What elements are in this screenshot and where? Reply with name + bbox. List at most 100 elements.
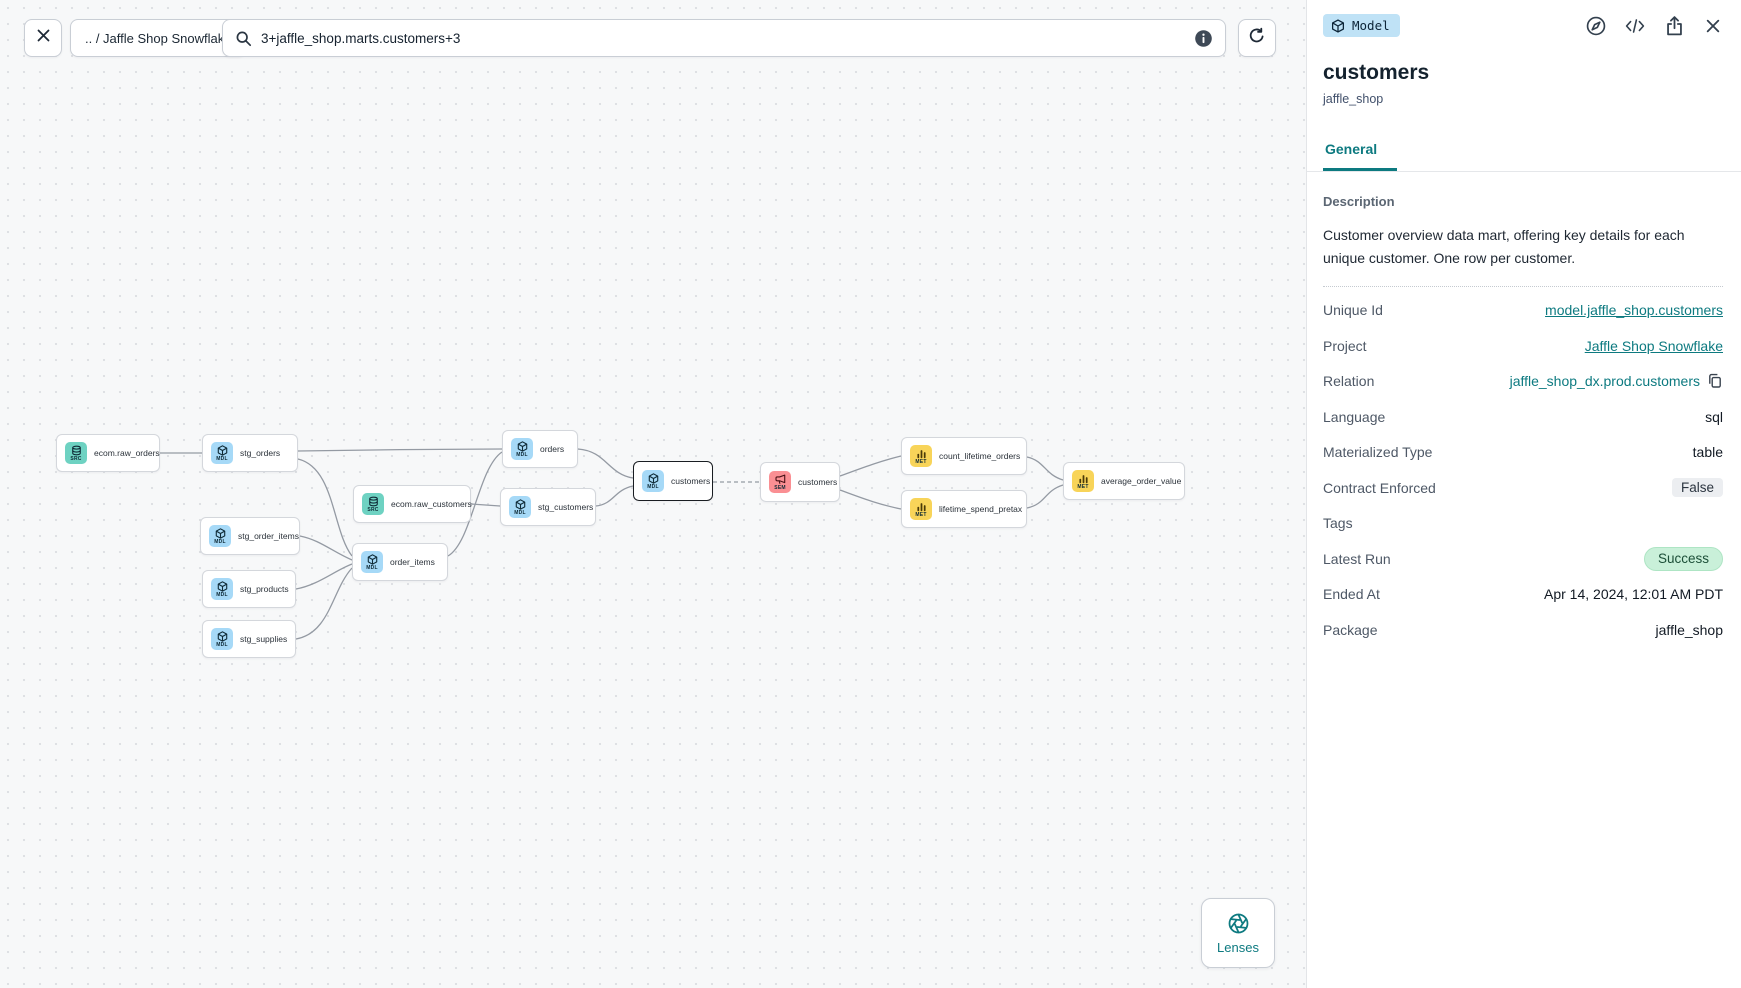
node-label: lifetime_spend_pretax [939,504,1023,514]
lineage-edge [577,448,634,479]
field-row: Tags [1323,505,1723,541]
node-label: stg_order_items [238,531,299,541]
compass-icon[interactable] [1586,16,1606,36]
refresh-button[interactable] [1238,19,1276,57]
mdl-node-icon: MDL [211,442,233,464]
field-value-link[interactable]: model.jaffle_shop.customers [1545,302,1723,319]
resource-type-label: Model [1352,18,1390,33]
node-label: order_items [390,557,435,567]
close-icon [36,28,51,48]
graph-node-average_order_value[interactable]: MET average_order_value [1063,462,1185,500]
lineage-canvas[interactable]: SRC ecom.raw_orders MDL stg_orders SRC ecom.r… [0,0,1306,988]
description-label: Description [1323,194,1395,209]
search-input[interactable] [261,30,1185,46]
share-icon[interactable] [1664,15,1684,36]
close-panel-icon[interactable] [1703,16,1723,36]
graph-node-customers_sem[interactable]: SEM customers [760,462,840,502]
src-node-icon: SRC [65,442,87,464]
met-node-icon: MET [1072,470,1094,492]
lenses-button[interactable]: Lenses [1201,898,1275,968]
graph-node-lifetime_spend_pretax[interactable]: MET lifetime_spend_pretax [901,490,1027,528]
lineage-edge [595,485,634,507]
met-node-icon: MET [910,498,932,520]
lineage-edge [295,567,353,640]
info-icon[interactable] [1194,29,1213,48]
node-label: orders [540,444,565,454]
field-list: Unique Id model.jaffle_shop.customers Proj… [1323,292,1723,647]
node-label: stg_products [240,584,289,594]
tab-general[interactable]: General [1323,132,1397,171]
refresh-icon [1248,27,1266,50]
search-icon [235,30,252,47]
status-badge: Success [1643,546,1723,571]
page-title: customers [1323,61,1430,84]
graph-node-orders[interactable]: MDL orders [502,430,578,468]
field-label: Package [1323,621,1378,638]
field-label: Latest Run [1323,550,1391,567]
field-label: Tags [1323,515,1353,532]
mdl-node-icon: MDL [511,438,533,460]
field-value: jaffle_shop_dx.prod.customers [1509,373,1700,390]
cube-icon [1331,18,1345,33]
graph-node-stg_supplies[interactable]: MDL stg_supplies [202,620,296,658]
field-row: Materialized Type table [1323,434,1723,470]
field-label: Contract Enforced [1323,479,1436,496]
field-row: Language sql [1323,399,1723,435]
sem-node-icon: SEM [769,471,791,493]
field-row: Contract Enforced False [1323,470,1723,506]
panel-header: Model [1307,0,1741,37]
field-value-copy: jaffle_shop_dx.prod.customers [1510,373,1723,389]
tab-bar: General [1307,132,1741,172]
field-row: Ended At Apr 14, 2024, 12:01 AM PDT [1323,576,1723,612]
code-icon[interactable] [1625,16,1645,36]
field-label: Materialized Type [1323,444,1433,461]
field-row: Latest Run Success [1323,541,1723,577]
field-row: Package jaffle_shop [1323,612,1723,648]
field-value-link[interactable]: Jaffle Shop Snowflake [1584,337,1723,354]
lineage-search-box[interactable] [222,19,1226,57]
graph-node-count_lifetime_orders[interactable]: MET count_lifetime_orders [901,437,1027,475]
graph-node-stg_orders[interactable]: MDL stg_orders [202,434,298,472]
lineage-edge [839,455,902,477]
graph-node-customers[interactable]: MDL customers [633,461,713,501]
field-label: Unique Id [1323,302,1383,319]
src-node-icon: SRC [362,493,384,515]
graph-node-ecom.raw_customers[interactable]: SRC ecom.raw_customers [353,485,472,523]
copy-icon[interactable] [1707,373,1723,389]
graph-node-ecom.raw_orders[interactable]: SRC ecom.raw_orders [56,434,160,472]
close-lineage-button[interactable] [24,19,62,57]
field-value: table [1692,444,1723,461]
breadcrumb[interactable]: .. / Jaffle Shop Snowflake [70,19,247,57]
mdl-node-icon: MDL [209,525,231,547]
description-text: Customer overview data mart, offering ke… [1323,227,1685,266]
graph-node-stg_customers[interactable]: MDL stg_customers [500,488,596,526]
package-subtitle: jaffle_shop [1323,92,1384,106]
node-label: customers [671,476,711,486]
node-label: stg_orders [240,448,281,458]
detail-panel: Model [1306,0,1741,988]
graph-node-stg_products[interactable]: MDL stg_products [202,570,296,608]
field-label: Ended At [1323,586,1380,603]
lineage-edge [1026,484,1064,509]
lineage-edge [299,535,353,561]
node-label: average_order_value [1101,476,1182,486]
graph-node-order_items[interactable]: MDL order_items [352,543,448,581]
status-badge: False [1671,478,1723,498]
node-label: stg_customers [538,502,594,512]
node-label: stg_supplies [240,634,288,644]
lineage-edge [297,448,503,452]
mdl-node-icon: MDL [361,551,383,573]
field-label: Project [1323,337,1367,354]
node-label: customers [798,477,838,487]
aperture-icon [1227,912,1250,935]
lineage-edge [470,503,501,507]
graph-node-stg_order_items[interactable]: MDL stg_order_items [200,517,300,555]
lenses-label: Lenses [1217,939,1259,955]
field-row: Unique Id model.jaffle_shop.customers [1323,292,1723,328]
lineage-edge [1026,456,1064,481]
lineage-edge [297,458,353,557]
panel-body: Description Customer overview data mart,… [1307,172,1741,647]
lineage-edge [839,489,902,510]
mdl-node-icon: MDL [211,578,233,600]
field-value: jaffle_shop [1655,621,1723,638]
